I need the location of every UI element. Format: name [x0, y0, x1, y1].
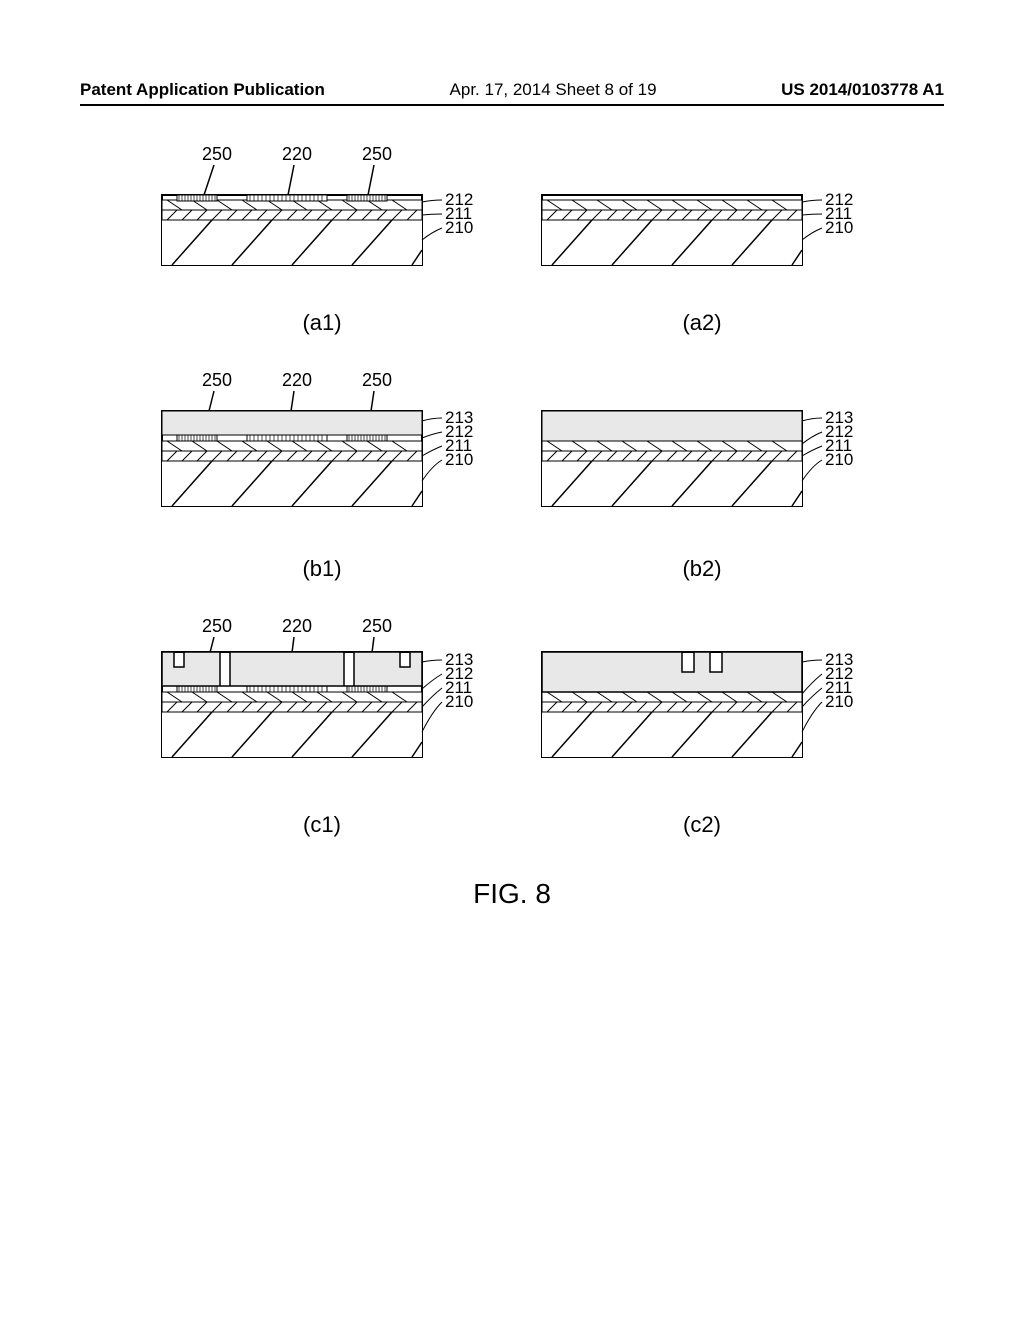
svg-text:210: 210 — [825, 218, 853, 237]
svg-text:210: 210 — [445, 692, 473, 711]
label-b1: (b1) — [302, 556, 341, 582]
panel-b1-group: 250 220 250 — [152, 366, 492, 582]
panel-b2: 213 212 211 210 — [532, 366, 872, 526]
svg-text:250: 250 — [362, 370, 392, 390]
panel-c1-group: 250 220 250 — [152, 612, 492, 838]
label-c1: (c1) — [303, 812, 341, 838]
row-a: 250 220 250 — [0, 140, 1024, 336]
callout-250-right: 250 — [362, 144, 392, 164]
panel-b1: 250 220 250 — [152, 366, 492, 526]
callout-250-left: 250 — [202, 144, 232, 164]
label-a2: (a2) — [682, 310, 721, 336]
row-c: 250 220 250 — [0, 612, 1024, 838]
svg-text:210: 210 — [825, 692, 853, 711]
panel-a2-group: 212 211 210 (a2) — [532, 140, 872, 336]
figure-content: 250 220 250 — [0, 140, 1024, 910]
panel-a1-group: 250 220 250 — [152, 140, 492, 336]
header-center: Apr. 17, 2014 Sheet 8 of 19 — [450, 80, 657, 100]
page-header: Patent Application Publication Apr. 17, … — [80, 80, 944, 106]
label-a1: (a1) — [302, 310, 341, 336]
figure-title: FIG. 8 — [0, 878, 1024, 910]
panel-b2-group: 213 212 211 210 (b2) — [532, 366, 872, 582]
label-b2: (b2) — [682, 556, 721, 582]
callout-220: 220 — [282, 144, 312, 164]
svg-text:250: 250 — [202, 616, 232, 636]
panel-a2: 212 211 210 — [532, 140, 872, 280]
panel-c2: 213 212 211 210 — [532, 612, 872, 782]
svg-text:220: 220 — [282, 370, 312, 390]
header-right: US 2014/0103778 A1 — [781, 80, 944, 100]
svg-text:210: 210 — [445, 450, 473, 469]
side-210: 210 — [445, 218, 473, 237]
panel-c2-group: 213 212 211 210 (c2) — [532, 612, 872, 838]
header-left: Patent Application Publication — [80, 80, 325, 100]
svg-text:210: 210 — [825, 450, 853, 469]
row-b: 250 220 250 — [0, 366, 1024, 582]
label-c2: (c2) — [683, 812, 721, 838]
svg-text:250: 250 — [362, 616, 392, 636]
svg-text:250: 250 — [202, 370, 232, 390]
svg-text:220: 220 — [282, 616, 312, 636]
panel-c1: 250 220 250 — [152, 612, 492, 782]
panel-a1: 250 220 250 — [152, 140, 492, 280]
